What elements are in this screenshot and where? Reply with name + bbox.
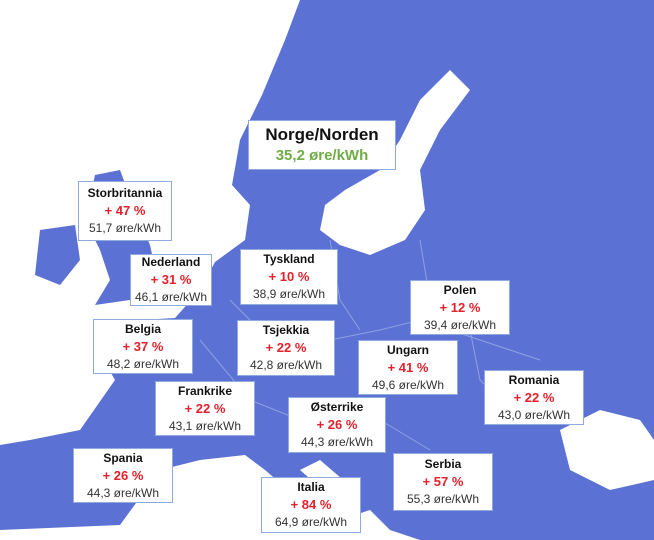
callout: Italia + 84 % 64,9 øre/kWh <box>261 477 361 533</box>
price-change: + 10 % <box>268 269 310 284</box>
country-name: Nederland <box>141 255 201 269</box>
callout: Tsjekkia + 22 % 42,8 øre/kWh <box>237 320 335 376</box>
callout: Serbia + 57 % 55,3 øre/kWh <box>393 453 493 511</box>
country-price: 44,3 øre/kWh <box>300 435 374 449</box>
country-price: 46,1 øre/kWh <box>134 290 208 304</box>
callout: Frankrike + 22 % 43,1 øre/kWh <box>155 381 255 436</box>
country-name: Serbia <box>424 457 462 471</box>
region-name: Norge/Norden <box>265 125 379 144</box>
country-name: Belgia <box>124 321 161 336</box>
country-name: Østerrike <box>310 400 364 414</box>
country-price: 42,8 øre/kWh <box>249 358 323 372</box>
country-name: Polen <box>443 282 477 297</box>
callout: Nederland + 31 % 46,1 øre/kWh <box>130 254 212 306</box>
price-change: + 31 % <box>150 272 192 287</box>
callout: Spania + 26 % 44,3 øre/kWh <box>73 448 173 503</box>
callout: Polen + 12 % 39,4 øre/kWh <box>410 280 510 335</box>
price-change: + 84 % <box>290 497 332 512</box>
country-name: Romania <box>508 372 560 387</box>
callout: Belgia + 37 % 48,2 øre/kWh <box>93 319 193 374</box>
country-price: 38,9 øre/kWh <box>252 287 326 301</box>
country-price: 55,3 øre/kWh <box>406 492 480 506</box>
price-change: + 12 % <box>439 299 481 315</box>
region-price: 35,2 øre/kWh <box>275 147 369 164</box>
country-price: 44,3 øre/kWh <box>86 485 160 500</box>
callout: Ungarn + 41 % 49,6 øre/kWh <box>358 340 458 395</box>
country-price: 64,9 øre/kWh <box>274 515 348 529</box>
price-change: + 26 % <box>102 467 144 483</box>
price-change: + 22 % <box>265 340 307 355</box>
price-change: + 57 % <box>422 474 464 489</box>
country-price: 43,0 øre/kWh <box>497 407 571 422</box>
callout: Østerrike + 26 % 44,3 øre/kWh <box>288 397 386 453</box>
country-price: 48,2 øre/kWh <box>106 356 180 371</box>
sea <box>560 410 654 490</box>
price-change: + 41 % <box>387 359 429 375</box>
price-change: + 22 % <box>513 389 555 405</box>
country-price: 51,7 øre/kWh <box>88 221 162 235</box>
callout: Romania + 22 % 43,0 øre/kWh <box>484 370 584 425</box>
price-change: + 26 % <box>316 417 358 432</box>
price-change: + 22 % <box>184 400 226 416</box>
callout: Norge/Norden 35,2 øre/kWh <box>248 120 396 170</box>
country-name: Storbritannia <box>87 186 163 200</box>
country-name: Italia <box>297 480 325 494</box>
callout: Tyskland + 10 % 38,9 øre/kWh <box>240 249 338 305</box>
price-change: + 47 % <box>104 203 146 218</box>
country-name: Ungarn <box>387 342 429 357</box>
country-name: Tyskland <box>263 252 315 266</box>
country-price: 49,6 øre/kWh <box>371 377 445 392</box>
land <box>35 225 80 285</box>
price-change: + 37 % <box>122 338 164 354</box>
callout: Storbritannia + 47 % 51,7 øre/kWh <box>78 181 172 241</box>
country-name: Frankrike <box>177 383 233 398</box>
country-name: Spania <box>103 450 143 465</box>
country-price: 43,1 øre/kWh <box>168 418 242 433</box>
country-name: Tsjekkia <box>262 323 310 337</box>
country-price: 39,4 øre/kWh <box>423 317 497 332</box>
